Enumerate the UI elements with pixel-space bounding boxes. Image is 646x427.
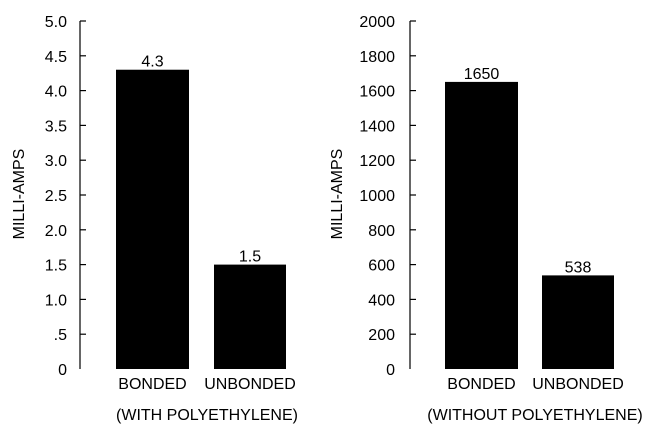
y-tick-label: 600 xyxy=(368,258,395,275)
category-label: UNBONDED xyxy=(204,376,296,393)
bar-bonded xyxy=(116,69,189,369)
y-tick-label: 3.0 xyxy=(45,153,67,170)
chart-caption: (WITHOUT POLYETHYLENE) xyxy=(427,407,642,424)
y-tick-label: 200 xyxy=(368,327,395,344)
y-axis-title: MILLI-AMPS xyxy=(329,149,346,240)
chart-without-polyethylene: MILLI-AMPS (WITHOUT POLYETHYLENE) 0 200 40… xyxy=(329,14,643,424)
y-axis-title: MILLI-AMPS xyxy=(11,149,28,240)
y-tick-label: 5.0 xyxy=(45,14,67,31)
y-tick-label: 2000 xyxy=(359,14,395,31)
y-tick-label: 2.5 xyxy=(45,188,67,205)
data-label: 4.3 xyxy=(141,54,163,71)
bar-unbonded xyxy=(214,264,286,369)
y-tick-label: 1200 xyxy=(359,153,395,170)
y-tick-label: 1000 xyxy=(359,188,395,205)
y-tick-label: 1800 xyxy=(359,49,395,66)
y-tick-label: 400 xyxy=(368,292,395,309)
y-tick-label: 0 xyxy=(58,362,67,379)
bar-unbonded xyxy=(542,275,614,369)
category-label: BONDED xyxy=(447,376,515,393)
y-tick-label: .5 xyxy=(54,327,67,344)
data-label: 538 xyxy=(565,259,592,276)
y-tick-label: 0 xyxy=(386,362,395,379)
y-tick-label: 1400 xyxy=(359,118,395,135)
y-tick-label: 1.5 xyxy=(45,258,67,275)
y-tick-label: 2.0 xyxy=(45,223,67,240)
category-label: BONDED xyxy=(118,376,186,393)
y-tick-label: 4.0 xyxy=(45,84,67,101)
y-tick-label: 1600 xyxy=(359,84,395,101)
category-label: UNBONDED xyxy=(532,376,624,393)
y-tick-label: 4.5 xyxy=(45,49,67,66)
y-tick-label: 3.5 xyxy=(45,118,67,135)
chart-caption: (WITH POLYETHYLENE) xyxy=(116,407,298,424)
data-label: 1.5 xyxy=(239,249,261,266)
y-tick-label: 800 xyxy=(368,223,395,240)
data-label: 1650 xyxy=(464,66,500,83)
chart-with-polyethylene: MILLI-AMPS (WITH POLYETHYLENE) 0 .5 1.0 1.5… xyxy=(11,14,298,424)
bar-bonded xyxy=(445,81,518,370)
y-tick-label: 1.0 xyxy=(45,292,67,309)
